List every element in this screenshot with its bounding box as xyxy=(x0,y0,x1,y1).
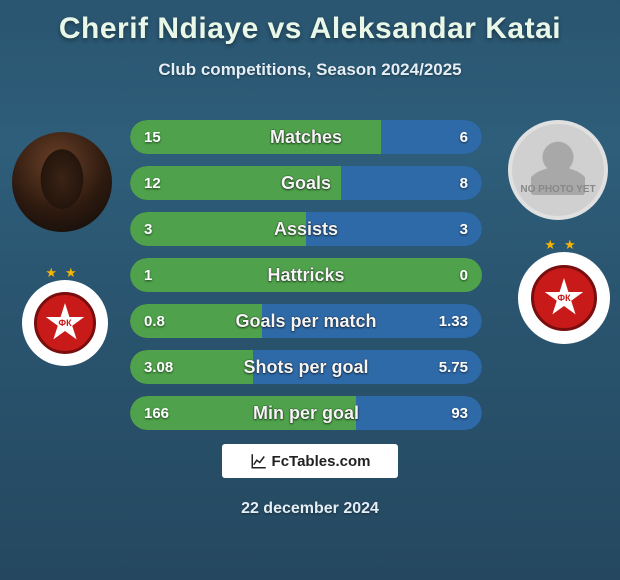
stat-bar-left xyxy=(130,212,306,246)
crest-stars-icon: ★★ xyxy=(544,237,583,253)
stat-row: 0.81.33Goals per match xyxy=(130,304,482,338)
crest-red-star-icon: ФК xyxy=(531,265,597,331)
page-subtitle: Club competitions, Season 2024/2025 xyxy=(0,60,620,80)
no-photo-label: NO PHOTO YET xyxy=(520,185,595,195)
stat-table: 156Matches 128Goals 33Assists 10Hattricks 0.… xyxy=(130,120,482,442)
stat-bar-right xyxy=(262,304,482,338)
stat-row: 16693Min per goal xyxy=(130,396,482,430)
stat-bar-left xyxy=(130,258,482,292)
comparison-card: Cherif Ndiaye vs Aleksandar Katai Club c… xyxy=(0,0,620,580)
player-left-crest: ★★ ФК xyxy=(22,280,108,366)
stat-row: 3.085.75Shots per goal xyxy=(130,350,482,384)
stat-bar-right xyxy=(341,166,482,200)
stat-bar-right xyxy=(356,396,482,430)
player-right-crest: ★★ ФК xyxy=(518,252,610,344)
stat-bar-left xyxy=(130,304,262,338)
stat-bar-left xyxy=(130,120,381,154)
crest-stars-icon: ★★ xyxy=(45,265,84,281)
stat-bar-left xyxy=(130,396,356,430)
page-title: Cherif Ndiaye vs Aleksandar Katai xyxy=(0,0,620,46)
stat-bar-right xyxy=(306,212,482,246)
chart-icon xyxy=(250,452,268,470)
player-right-avatar: NO PHOTO YET xyxy=(508,120,608,220)
player-left-avatar xyxy=(12,132,112,232)
stat-row: 128Goals xyxy=(130,166,482,200)
stat-bar-right xyxy=(253,350,482,384)
brand-badge[interactable]: FcTables.com xyxy=(222,444,398,478)
brand-label: FcTables.com xyxy=(272,453,371,470)
stat-row: 33Assists xyxy=(130,212,482,246)
crest-red-star-icon: ФК xyxy=(34,292,96,354)
stat-bar-right xyxy=(381,120,482,154)
date-text: 22 december 2024 xyxy=(0,500,620,518)
stat-row: 10Hattricks xyxy=(130,258,482,292)
stat-bar-left xyxy=(130,166,341,200)
stat-bar-left xyxy=(130,350,253,384)
stat-row: 156Matches xyxy=(130,120,482,154)
